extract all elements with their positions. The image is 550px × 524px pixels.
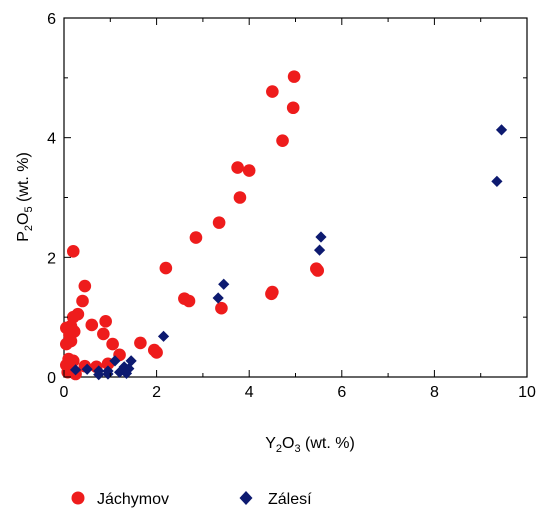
series-zalesi [69, 124, 508, 381]
data-point-jachymov [66, 245, 80, 258]
data-point-jachymov [76, 294, 89, 308]
x-tick-label: 0 [60, 384, 69, 401]
data-point-jachymov [276, 134, 289, 147]
data-point-zalesi [81, 363, 93, 375]
data-point-jachymov [134, 336, 147, 350]
legend-marker-zalesi [239, 491, 253, 505]
data-point-zalesi [125, 355, 137, 367]
data-point-jachymov [99, 315, 112, 328]
legend-label-zalesi: Zálesí [268, 491, 312, 508]
data-point-zalesi [495, 124, 508, 136]
data-point-jachymov [265, 287, 278, 301]
x-axis-label: Y2O3 (wt. %) [265, 435, 355, 455]
y-tick-label: 0 [47, 370, 56, 387]
data-point-jachymov [286, 101, 300, 115]
data-point-jachymov [311, 264, 325, 277]
data-point-jachymov [97, 327, 110, 341]
legend-label-jachymov: Jáchymov [97, 491, 169, 508]
data-point-jachymov [233, 191, 247, 204]
data-point-jachymov [64, 334, 78, 348]
data-point-jachymov [85, 318, 99, 332]
data-point-jachymov [106, 337, 119, 351]
legend-marker-jachymov [71, 491, 85, 505]
data-point-zalesi [491, 175, 503, 187]
y-axis: 0 2 4 6 [47, 11, 527, 387]
data-point-zalesi [212, 292, 224, 304]
series-jachymov [60, 70, 325, 381]
y-tick-label: 2 [47, 250, 56, 267]
x-axis: 0 2 4 6 8 10 [60, 18, 536, 401]
y-axis-label: P2O5 (wt. %) [15, 152, 35, 242]
data-point-jachymov [215, 301, 228, 315]
data-point-zalesi [120, 367, 133, 380]
data-point-jachymov [182, 294, 196, 308]
y-tick-label: 4 [47, 131, 56, 148]
data-point-zalesi [113, 366, 126, 378]
data-point-zalesi [157, 330, 170, 342]
data-point-jachymov [242, 164, 256, 177]
data-point-zalesi [69, 364, 82, 376]
legend: Jáchymov Zálesí [71, 491, 312, 508]
data-point-jachymov [189, 231, 203, 244]
data-point-zalesi [313, 244, 326, 256]
data-point-jachymov [159, 261, 173, 275]
data-point-jachymov [287, 70, 301, 83]
data-point-zalesi [315, 231, 327, 243]
data-point-zalesi [118, 361, 130, 373]
y-tick-label: 6 [47, 11, 56, 28]
x-tick-label: 6 [337, 384, 346, 401]
data-point-jachymov [266, 85, 279, 98]
data-point-jachymov [150, 346, 163, 359]
plot-area [60, 17, 528, 381]
data-point-zalesi [102, 368, 114, 380]
data-point-zalesi [109, 355, 121, 367]
data-point-jachymov [212, 216, 226, 229]
data-point-zalesi [218, 278, 230, 290]
x-tick-label: 8 [430, 384, 439, 401]
data-point-jachymov [231, 161, 244, 174]
x-tick-label: 4 [245, 384, 254, 401]
x-tick-label: 2 [152, 384, 161, 401]
data-point-jachymov [78, 279, 92, 293]
data-point-zalesi [93, 369, 105, 381]
data-point-zalesi [123, 363, 135, 375]
x-tick-label: 10 [518, 384, 536, 401]
